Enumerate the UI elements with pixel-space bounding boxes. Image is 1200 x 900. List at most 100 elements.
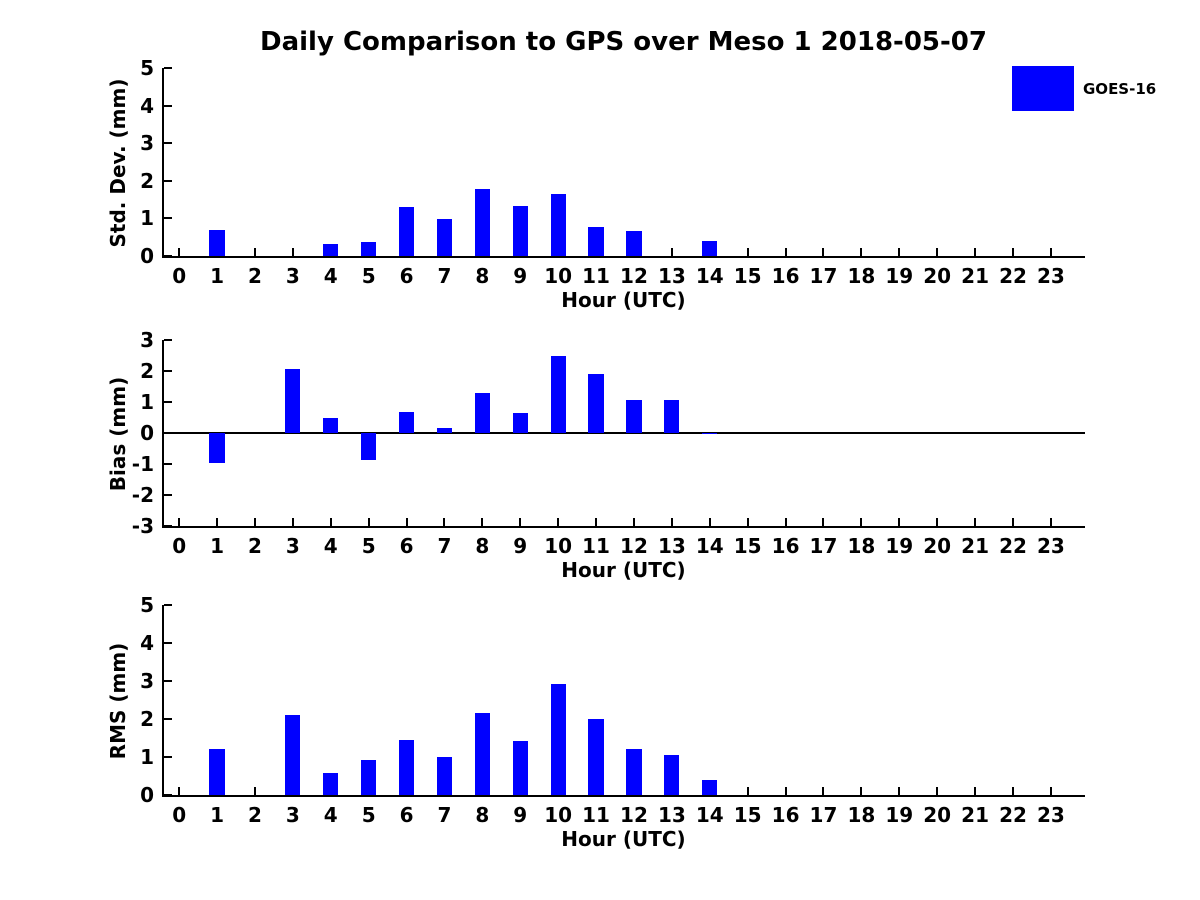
bar-hour-10 <box>550 193 566 256</box>
x-tick-label: 19 <box>885 803 914 827</box>
x-tick <box>178 248 181 256</box>
y-tick <box>164 339 172 341</box>
bar-hour-3 <box>285 715 301 795</box>
x-tick-label: 0 <box>172 534 187 558</box>
bar-hour-13 <box>664 755 680 795</box>
y-tick <box>164 179 172 182</box>
x-tick-label: 18 <box>847 803 876 827</box>
x-tick-label: 12 <box>620 803 648 827</box>
bar-hour-9 <box>512 740 528 795</box>
x-tick-label: 21 <box>961 803 989 827</box>
x-tick-label: 16 <box>771 803 800 827</box>
y-tick <box>164 525 172 527</box>
x-tick-label: 10 <box>544 803 573 827</box>
x-tick-label: 17 <box>809 803 838 827</box>
bar-hour-4 <box>323 773 339 795</box>
x-tick <box>822 248 825 256</box>
x-tick-label: 2 <box>247 264 262 288</box>
x-tick-label: 10 <box>544 264 573 288</box>
bar-hour-7 <box>436 428 453 433</box>
x-tick-label: 6 <box>399 803 414 827</box>
x-tick-label: 15 <box>733 803 762 827</box>
bar-hour-7 <box>436 219 453 256</box>
plot-area-rms: 0 1 2 3 4 5 0 1 2 3 4 5 6 7 8 9 10 11 12 13 14 15 16 17 18 19 20 21… <box>140 595 1085 827</box>
x-tick-label: 4 <box>323 534 338 558</box>
bar-hour-1 <box>209 229 225 256</box>
x-tick <box>974 787 977 795</box>
legend: GOES-16 <box>1012 66 1156 111</box>
x-tick-label: 5 <box>361 264 376 288</box>
x-tick-label: 3 <box>285 534 300 558</box>
x-tick-label: 3 <box>285 264 300 288</box>
x-axis-label-hour-utc: Hour (UTC) <box>561 827 686 851</box>
x-tick <box>1011 518 1014 526</box>
x-tick <box>253 248 256 256</box>
bar-hour-6 <box>398 739 415 795</box>
x-tick <box>784 248 787 256</box>
bar-hour-11 <box>588 719 604 795</box>
y-tick <box>164 756 172 758</box>
y-axis-label-bias: Bias (mm) <box>106 376 130 492</box>
x-tick-label: 0 <box>172 264 187 288</box>
x-tick <box>860 518 863 526</box>
subplot-bias: Bias (mm) -3 -2 -1 0 1 2 3 0 1 2 3 4 5 6 7 8 9 10 11 12 13 14… <box>106 330 1085 582</box>
x-tick <box>443 518 446 526</box>
x-tick <box>936 248 939 256</box>
bar-hour-3 <box>285 368 301 433</box>
x-tick-label: 13 <box>657 534 686 558</box>
y-axis-label-rms: RMS (mm) <box>106 642 130 760</box>
x-tick <box>1049 248 1052 256</box>
y-tick <box>164 718 172 720</box>
bar-hour-5 <box>361 242 377 256</box>
plot-area-bias: -3 -2 -1 0 1 2 3 0 1 2 3 4 5 6 7 8 9 10 11 12 13 14 15 16 17 18 19… <box>132 330 1085 558</box>
x-tick <box>784 787 787 795</box>
x-tick <box>974 518 977 526</box>
y-tick <box>164 217 172 220</box>
x-tick-label: 4 <box>323 264 338 288</box>
x-tick-label: 22 <box>999 803 1027 827</box>
x-tick-label: 12 <box>620 534 648 558</box>
x-tick <box>178 518 181 526</box>
x-tick <box>367 518 370 526</box>
x-tick-label: 8 <box>475 534 490 558</box>
subplot-rms: RMS (mm) 0 1 2 3 4 5 0 1 2 3 4 5 6 7 8 9 10 11 12 13 14 15 16 1… <box>106 595 1085 851</box>
x-tick-label: 21 <box>961 534 989 558</box>
x-tick <box>557 518 560 526</box>
bar-hour-1 <box>209 749 225 795</box>
x-tick <box>216 518 219 526</box>
page-title: Daily Comparison to GPS over Meso 1 2018… <box>260 27 987 57</box>
x-tick <box>595 518 598 526</box>
x-tick-label: 8 <box>475 264 490 288</box>
bar-hour-8 <box>474 188 490 256</box>
bar-hour-9 <box>512 206 528 256</box>
y-tick <box>164 463 172 465</box>
x-tick <box>860 787 863 795</box>
x-tick-label: 5 <box>361 534 376 558</box>
x-tick <box>519 518 522 526</box>
x-tick <box>898 787 901 795</box>
x-tick-label: 14 <box>695 534 724 558</box>
x-tick-label: 2 <box>247 534 262 558</box>
plot-area-std-dev: 0 1 2 3 4 5 0 1 2 3 4 5 6 7 8 9 10 11 12 13 14 15 16 17 18 19 20 21… <box>140 58 1085 288</box>
x-tick <box>1049 787 1052 795</box>
subplot-std-dev: Std. Dev. (mm) 0 1 2 3 4 5 0 1 2 3 4 5 6 7 8 9 10 11 12 13 1… <box>106 58 1085 312</box>
y-tick <box>164 142 172 145</box>
x-tick <box>481 518 484 526</box>
x-tick-label: 0 <box>172 803 187 827</box>
x-tick-label: 16 <box>771 264 800 288</box>
x-tick <box>822 787 825 795</box>
bar-hour-14 <box>702 240 718 256</box>
x-tick-label: 1 <box>210 803 225 827</box>
x-tick-label: 9 <box>513 534 528 558</box>
bar-hour-7 <box>436 757 453 795</box>
x-tick-label: 7 <box>437 803 452 827</box>
x-tick <box>822 518 825 526</box>
y-tick <box>164 494 172 496</box>
x-tick-label: 15 <box>733 534 762 558</box>
x-tick-label: 14 <box>695 803 724 827</box>
x-tick <box>936 518 939 526</box>
y-tick <box>164 680 172 682</box>
x-tick <box>178 787 181 795</box>
y-tick <box>164 794 172 796</box>
x-tick-label: 10 <box>544 534 573 558</box>
